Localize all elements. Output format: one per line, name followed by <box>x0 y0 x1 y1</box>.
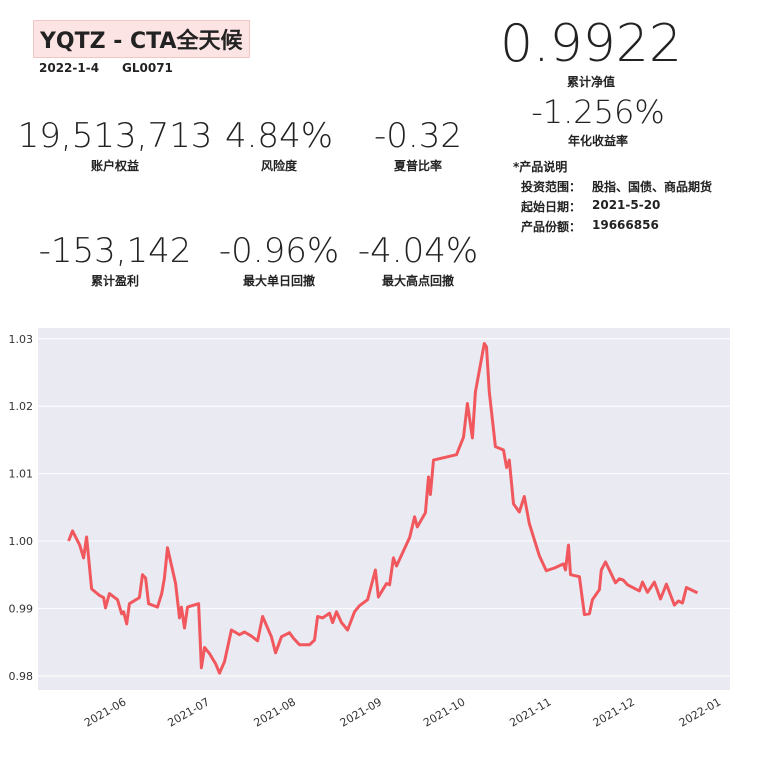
y-tick-label: 1.00 <box>9 535 34 548</box>
code: GL0071 <box>122 61 173 75</box>
annual-value: -1.256% <box>531 93 665 131</box>
y-tick-label: 0.99 <box>9 602 34 615</box>
product-key: 投资范围： <box>521 180 582 194</box>
product-key: 起始日期： <box>521 200 582 214</box>
metric-label: 累计盈利 <box>90 274 140 288</box>
metric-label: 夏普比率 <box>393 159 443 173</box>
x-tick-label: 2021-08 <box>252 695 298 729</box>
metric-value: -0.32 <box>374 116 462 156</box>
y-tick-label: 1.02 <box>9 400 34 413</box>
x-tick-label: 2021-12 <box>591 695 637 729</box>
metric-value: -4.04% <box>357 231 479 271</box>
x-tick-label: 2021-11 <box>507 695 553 729</box>
x-tick-label: 2021-06 <box>82 695 128 729</box>
metric-value: -153,142 <box>38 231 192 271</box>
date: 2022-1-4 <box>39 61 100 75</box>
y-tick-label: 1.03 <box>9 333 34 346</box>
x-tick-label: 2022-01 <box>677 695 723 729</box>
product-title: *产品说明 <box>513 160 568 174</box>
line <box>67 342 699 675</box>
product-key: 产品份额： <box>521 220 582 234</box>
x-tick-label: 2021-09 <box>338 695 384 729</box>
metric-label: 最大高点回撤 <box>381 274 455 288</box>
metric-label: 风险度 <box>260 159 298 173</box>
x-tick-label: 2021-10 <box>421 695 467 729</box>
metric-value: 19,513,713 <box>17 116 213 156</box>
metric-label: 账户权益 <box>90 159 140 173</box>
title: YQTZ - CTA全天候 <box>33 20 250 58</box>
metric-label: 最大单日回撤 <box>242 274 316 288</box>
nav-value: 0.9922 <box>500 14 682 74</box>
product-value: 19666856 <box>592 218 659 232</box>
y-tick-label: 0.98 <box>9 670 34 683</box>
product-value: 股指、国债、商品期货 <box>592 180 713 194</box>
x-tick-label: 2021-07 <box>165 695 211 729</box>
annual-label: 年化收益率 <box>567 134 629 148</box>
product-value: 2021-5-20 <box>592 198 661 212</box>
y-tick-label: 1.01 <box>9 468 34 481</box>
metric-value: -0.96% <box>218 231 340 271</box>
metric-value: 4.84% <box>224 116 334 156</box>
plot-area <box>38 328 730 690</box>
nav-label: 累计净值 <box>566 75 616 89</box>
